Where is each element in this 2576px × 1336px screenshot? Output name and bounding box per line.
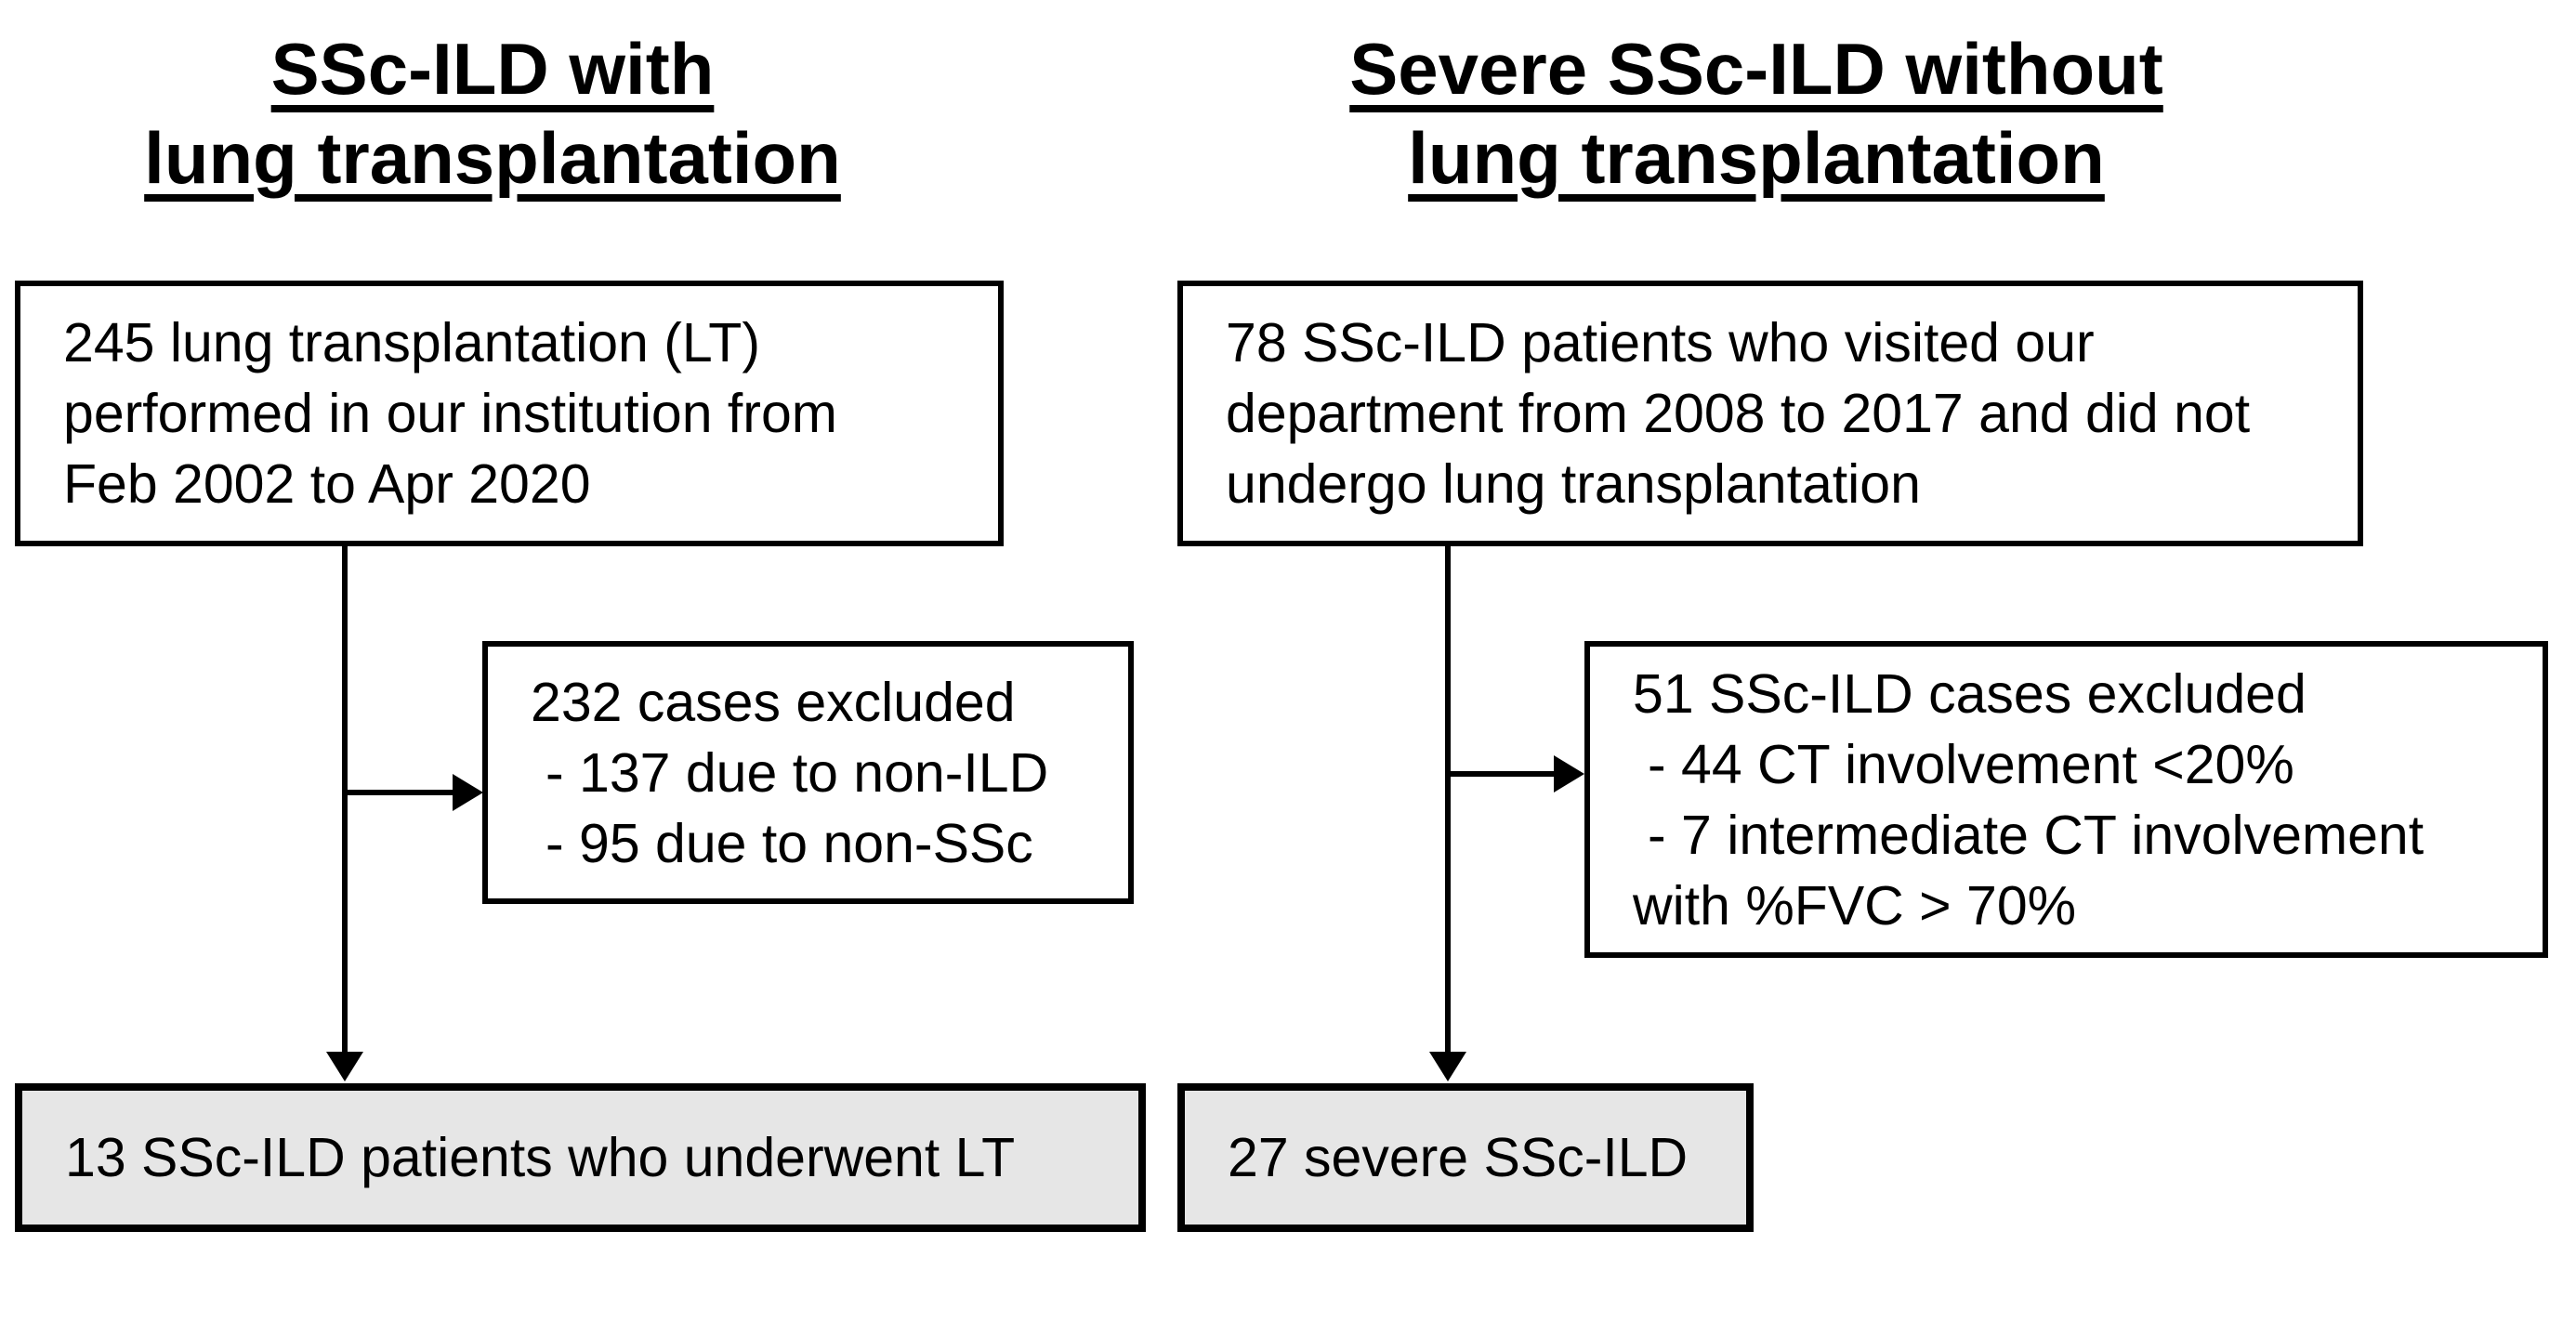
left-flow-line-vertical xyxy=(342,546,348,1055)
left-title-line1: SSc-ILD with xyxy=(270,28,715,110)
right-excluded-line4: with %FVC > 70% xyxy=(1633,874,2077,937)
right-column-title: Severe SSc-ILD without lung transplantat… xyxy=(1227,24,2286,203)
right-title-line2: lung transplantation xyxy=(1408,117,2105,199)
left-result-text: 13 SSc-ILD patients who underwent LT xyxy=(65,1127,1016,1188)
right-excluded-box: 51 SSc-ILD cases excluded - 44 CT involv… xyxy=(1584,641,2548,958)
right-excluded-line2: - 44 CT involvement <20% xyxy=(1648,733,2294,795)
right-result-box: 27 severe SSc-ILD xyxy=(1177,1083,1754,1232)
left-excluded-line2: - 137 due to non-ILD xyxy=(545,741,1049,804)
left-branch-line xyxy=(342,790,453,795)
left-excluded-line3: - 95 due to non-SSc xyxy=(545,812,1033,874)
right-flow-line-vertical xyxy=(1445,546,1451,1055)
left-top-box-line1: 245 lung transplantation (LT) xyxy=(63,312,760,373)
left-top-box-line3: Feb 2002 to Apr 2020 xyxy=(63,453,591,515)
right-arrow-down-icon xyxy=(1429,1052,1466,1081)
left-column-title: SSc-ILD with lung transplantation xyxy=(0,24,985,203)
left-excluded-line1: 232 cases excluded xyxy=(531,671,1016,733)
left-result-box: 13 SSc-ILD patients who underwent LT xyxy=(15,1083,1146,1232)
right-top-box-line1: 78 SSc-ILD patients who visited our xyxy=(1226,312,2095,373)
right-branch-line xyxy=(1445,771,1554,777)
left-arrow-right-icon xyxy=(453,774,483,811)
right-top-box-line3: undergo lung transplantation xyxy=(1226,453,1921,515)
right-excluded-line3: - 7 intermediate CT involvement xyxy=(1648,804,2425,866)
left-top-box: 245 lung transplantation (LT) performed … xyxy=(15,281,1004,546)
right-title-line1: Severe SSc-ILD without xyxy=(1349,28,2163,110)
left-excluded-box: 232 cases excluded - 137 due to non-ILD … xyxy=(482,641,1134,904)
right-top-box: 78 SSc-ILD patients who visited our depa… xyxy=(1177,281,2363,546)
right-excluded-line1: 51 SSc-ILD cases excluded xyxy=(1633,662,2307,725)
right-result-text: 27 severe SSc-ILD xyxy=(1228,1127,1689,1188)
left-arrow-down-icon xyxy=(326,1052,363,1081)
left-title-line2: lung transplantation xyxy=(144,117,841,199)
right-arrow-right-icon xyxy=(1554,755,1584,792)
right-top-box-line2: department from 2008 to 2017 and did not xyxy=(1226,383,2251,444)
left-top-box-line2: performed in our institution from xyxy=(63,383,837,444)
